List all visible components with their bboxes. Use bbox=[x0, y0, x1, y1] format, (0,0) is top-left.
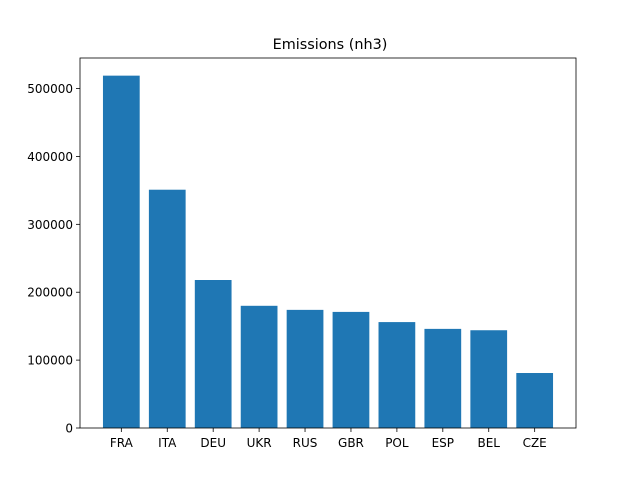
bar-esp bbox=[424, 328, 462, 428]
plot-frame bbox=[79, 57, 577, 429]
y-tick-label: 300000 bbox=[27, 218, 73, 232]
y-tick-label: 0 bbox=[65, 422, 73, 436]
x-tick-label: BEL bbox=[477, 436, 500, 450]
x-tick-label: CZE bbox=[523, 436, 547, 450]
y-axis-ticks: 0 100000 200000 300000 400000 500000 bbox=[27, 82, 80, 436]
bar-pol bbox=[378, 322, 416, 428]
y-tick-label: 500000 bbox=[27, 82, 73, 96]
bar-fra bbox=[102, 75, 140, 429]
x-tick-label: DEU bbox=[200, 436, 226, 450]
chart-title: Emissions (nh3) bbox=[273, 37, 388, 53]
x-tick-label: UKR bbox=[247, 436, 272, 450]
bars-group bbox=[102, 75, 554, 429]
x-tick-label: POL bbox=[385, 436, 409, 450]
bar-gbr bbox=[332, 311, 370, 428]
x-tick-label: RUS bbox=[293, 436, 318, 450]
y-tick-label: 400000 bbox=[27, 150, 73, 164]
bar-ita bbox=[148, 189, 186, 428]
x-axis-ticks: FRA ITA DEU UKR RUS GBR POL ESP BEL CZE bbox=[110, 428, 547, 450]
y-tick-label: 100000 bbox=[27, 354, 73, 368]
x-tick-label: ITA bbox=[158, 436, 177, 450]
x-tick-label: ESP bbox=[432, 436, 454, 450]
y-tick-label: 200000 bbox=[27, 286, 73, 300]
bar-ukr bbox=[240, 305, 278, 428]
x-tick-label: FRA bbox=[110, 436, 134, 450]
bar-cze bbox=[516, 373, 554, 428]
bar-bel bbox=[470, 330, 508, 428]
x-tick-label: GBR bbox=[338, 436, 364, 450]
bar-deu bbox=[194, 280, 232, 428]
bar-rus bbox=[286, 309, 324, 428]
